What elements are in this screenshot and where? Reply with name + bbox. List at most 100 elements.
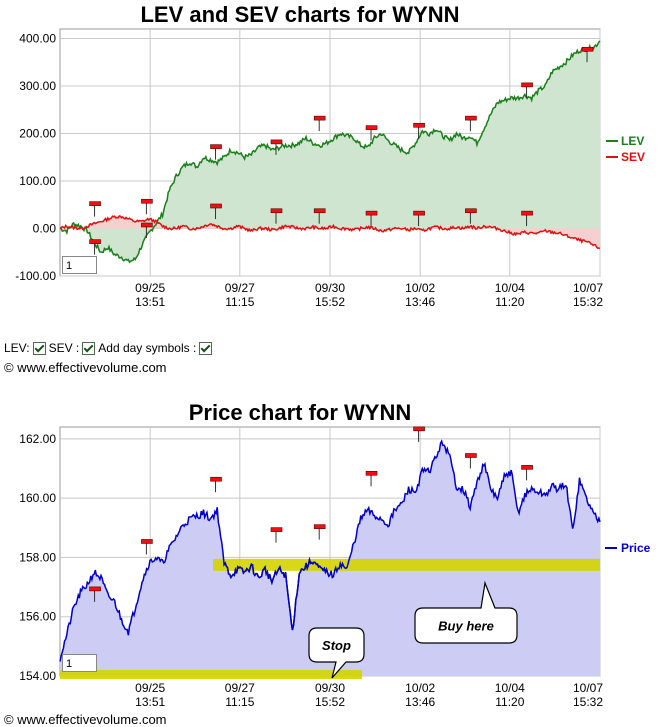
price-y-axis: 154.00 156.00 158.00 160.00 162.00 [19,432,56,683]
price-day-marker [365,470,378,476]
sev-day-marker [465,208,477,214]
buy-here-bubble [414,580,518,644]
price-x-tick-time: 13:46 [405,695,435,709]
price-x-tick-time: 11:15 [225,695,254,709]
lev-sev-x-tick-date: 09/27 [225,281,255,295]
lev-sev-x-tick-time: 15:32 [573,295,603,309]
price-callouts: Buy here Stop [308,580,518,679]
price-y-tick-label: 154.00 [19,669,56,683]
lev-sev-day-markers [89,46,594,255]
lev-toggle-label: LEV: [4,341,30,355]
price-y-tick-label: 158.00 [19,550,56,564]
series-toggles: LEV: SEV : Add day symbols : [4,341,213,355]
sev-day-marker [313,208,326,214]
lev-day-marker [141,222,153,228]
lev-sev-x-tick-time: 13:51 [135,295,165,309]
lev-sev-x-tick-date: 09/25 [135,281,165,295]
lev-zoom-input[interactable]: 1 [62,256,97,274]
lev-day-marker [581,46,594,52]
lev-sev-x-tick-date: 10/02 [405,281,435,295]
price-day-marker [465,453,477,458]
price-day-marker [89,586,101,592]
sev-day-marker [413,210,425,216]
sev-day-marker [521,210,533,216]
stop-callout-bubble [308,627,365,679]
sev-series-line [59,215,601,250]
price-day-marker [141,539,153,544]
stop-callout-label: Stop [322,638,351,653]
price-day-marker [270,527,283,532]
price-x-tick-date: 09/27 [225,681,255,695]
price-y-tick-label: 160.00 [19,491,56,505]
lev-day-marker [313,115,326,121]
price-x-tick-date: 10/04 [495,681,525,695]
sev-day-marker [365,210,378,216]
price-x-tick-date: 09/25 [135,681,165,695]
buy-here-label: Buy here [438,619,494,634]
sev-checkbox[interactable] [82,341,96,355]
buy-here-callout: Buy here [414,580,518,644]
legend-lev-label: LEV [621,134,644,148]
lev-sev-y-tick-label: 100.00 [19,174,56,188]
lev-sev-y-tick-label: 400.00 [19,32,56,46]
lev-sev-y-tick-label: 300.00 [19,79,56,93]
buy-level-band [213,558,600,571]
lev-series-line [59,40,601,264]
day-symbols-checkbox[interactable] [199,341,213,355]
lev-sev-chart: LEV and SEV charts for WYNN -100.00 0.00 1… [15,2,645,309]
copyright-text-bottom: © www.effectivevolume.com [4,712,167,727]
stop-callout: Stop [308,627,365,679]
price-chart: Price chart for WYNN Buy here Stop 154.00… [19,400,650,709]
lev-sev-x-tick-time: 15:52 [315,295,345,309]
lev-day-marker [365,125,378,130]
copyright-text: © www.effectivevolume.com [4,360,167,375]
day-symbols-label: Add day symbols : [98,341,197,355]
price-x-tick-date: 10/02 [405,681,435,695]
lev-area-fill [60,40,600,263]
price-x-tick-time: 13:51 [135,695,165,709]
price-day-marker [521,465,533,470]
price-x-tick-date: 10/07 [573,681,603,695]
price-zoom-input[interactable]: 1 [62,654,97,672]
legend-price-label: Price [621,541,651,555]
sev-day-marker [210,203,222,209]
price-x-tick-time: 11:20 [495,695,524,709]
sev-area-fill [60,215,600,249]
lev-checkbox[interactable] [32,341,46,355]
lev-day-marker [270,139,283,145]
price-series-line [59,439,601,662]
lev-sev-x-tick-date: 10/07 [573,281,603,295]
lev-day-marker [210,144,222,149]
lev-sev-y-tick-label: 0.00 [33,222,57,236]
stop-level-band [60,670,362,679]
lev-sev-x-tick-time: 11:20 [495,295,524,309]
price-x-tick-date: 09/30 [315,681,345,695]
price-x-tick-time: 15:32 [573,695,603,709]
lev-day-marker [413,122,425,128]
legend-sev-label: SEV [621,150,645,164]
price-day-marker [313,524,326,529]
lev-sev-x-tick-time: 13:46 [405,295,435,309]
lev-sev-chart-title: LEV and SEV charts for WYNN [140,2,459,27]
price-day-marker [413,426,425,432]
lev-day-marker [89,239,101,244]
price-y-tick-label: 156.00 [19,610,56,624]
sev-day-marker [270,208,283,214]
lev-sev-y-tick-label: 200.00 [19,127,56,141]
lev-day-marker [521,82,533,88]
sev-day-marker [89,201,101,206]
lev-sev-x-tick-date: 10/04 [495,281,525,295]
price-day-marker [210,476,222,482]
price-day-markers [89,426,533,602]
lev-sev-x-tick-time: 11:15 [225,295,254,309]
lev-sev-x-tick-date: 09/30 [315,281,345,295]
sev-toggle-label: SEV : [48,341,80,355]
price-chart-title: Price chart for WYNN [189,400,412,425]
sev-day-marker [141,198,153,204]
lev-sev-y-axis: -100.00 0.00 100.00 200.00 300.00 400.00 [15,32,56,284]
price-y-tick-label: 162.00 [19,432,56,446]
lev-day-marker [465,115,477,121]
